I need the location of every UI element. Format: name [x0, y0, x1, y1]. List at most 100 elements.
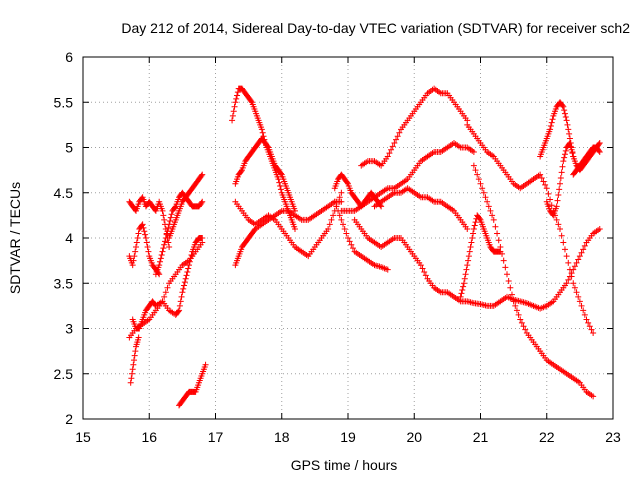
axis-ticks	[82, 56, 614, 420]
data-point	[558, 169, 565, 176]
data-point	[198, 172, 205, 179]
data-point	[238, 168, 245, 175]
data-point	[570, 153, 577, 160]
data-point	[277, 186, 284, 193]
data-point	[595, 147, 602, 154]
data-point	[458, 290, 465, 297]
data-point	[476, 215, 483, 222]
data-point	[474, 171, 481, 178]
data-point	[330, 212, 337, 219]
data-point	[479, 185, 486, 192]
series-track-20	[351, 216, 603, 312]
data-point	[338, 189, 345, 196]
data-point	[131, 352, 138, 359]
data-point	[564, 121, 571, 128]
data-point	[277, 182, 284, 189]
series-track-6	[152, 189, 206, 278]
data-point	[561, 154, 568, 161]
data-point	[130, 257, 137, 264]
data-point	[565, 259, 572, 266]
data-point	[391, 139, 398, 146]
data-point	[487, 207, 494, 214]
series-track-12	[232, 189, 345, 260]
data-point	[338, 216, 345, 223]
data-point	[336, 212, 343, 219]
data-point	[156, 262, 163, 269]
data-point	[345, 235, 351, 241]
data-point	[559, 163, 566, 170]
series-track-4	[129, 235, 206, 332]
data-point	[557, 175, 564, 182]
data-point	[571, 284, 578, 291]
y-tick-label: 2	[65, 411, 73, 427]
data-point	[470, 149, 477, 156]
data-point	[134, 235, 141, 241]
data-point	[135, 230, 142, 237]
data-point	[580, 307, 587, 314]
data-point	[489, 212, 496, 219]
data-point	[277, 170, 284, 177]
data-point	[560, 239, 567, 246]
data-point	[129, 370, 136, 377]
data-point	[573, 259, 580, 266]
data-point	[548, 202, 555, 209]
data-point	[557, 225, 563, 232]
data-point	[513, 307, 520, 314]
series-track-9	[229, 85, 298, 232]
data-point	[144, 244, 151, 251]
data-point	[186, 262, 192, 269]
data-point	[135, 334, 142, 341]
data-point	[393, 136, 400, 143]
data-point	[459, 287, 466, 294]
data-point	[560, 158, 567, 165]
data-point	[565, 276, 572, 283]
data-point	[578, 249, 585, 256]
data-point	[167, 214, 174, 221]
series-track-21	[457, 212, 504, 300]
data-point	[466, 248, 473, 255]
series-track-8	[176, 361, 209, 409]
data-point	[348, 241, 355, 248]
data-point	[182, 275, 189, 282]
data-point	[468, 239, 475, 246]
y-tick-label: 5	[65, 140, 73, 156]
series-track-10	[232, 135, 298, 214]
data-point	[180, 285, 187, 292]
data-point	[502, 264, 509, 271]
data-point	[129, 366, 136, 373]
data-point	[181, 279, 188, 286]
series-track-24	[570, 144, 603, 178]
y-tick-label: 2.5	[54, 366, 74, 382]
data-point	[161, 238, 168, 245]
data-point	[132, 348, 139, 355]
data-point	[161, 216, 168, 223]
data-point	[505, 277, 512, 284]
data-point	[484, 198, 491, 205]
data-point	[562, 113, 569, 120]
data-point	[142, 231, 149, 238]
data-point	[157, 258, 164, 265]
data-point	[179, 289, 186, 296]
data-point	[159, 207, 166, 214]
data-point	[515, 311, 522, 318]
data-point	[259, 129, 266, 136]
x-tick-label: 16	[141, 429, 157, 445]
data-point	[343, 230, 350, 237]
data-point	[578, 302, 585, 309]
data-point	[549, 116, 556, 123]
data-point	[463, 266, 470, 273]
data-point	[158, 251, 165, 258]
series-track-11	[232, 198, 345, 269]
series-track-18	[470, 162, 597, 400]
data-point	[566, 130, 573, 137]
data-point	[331, 198, 338, 205]
data-point	[567, 143, 574, 150]
data-point	[176, 302, 183, 309]
data-point	[178, 293, 185, 300]
data-point	[229, 112, 236, 119]
data-point	[168, 211, 175, 218]
data-point	[561, 246, 568, 253]
data-point	[497, 248, 504, 255]
x-tick-label: 15	[75, 429, 91, 445]
data-point	[586, 323, 593, 330]
